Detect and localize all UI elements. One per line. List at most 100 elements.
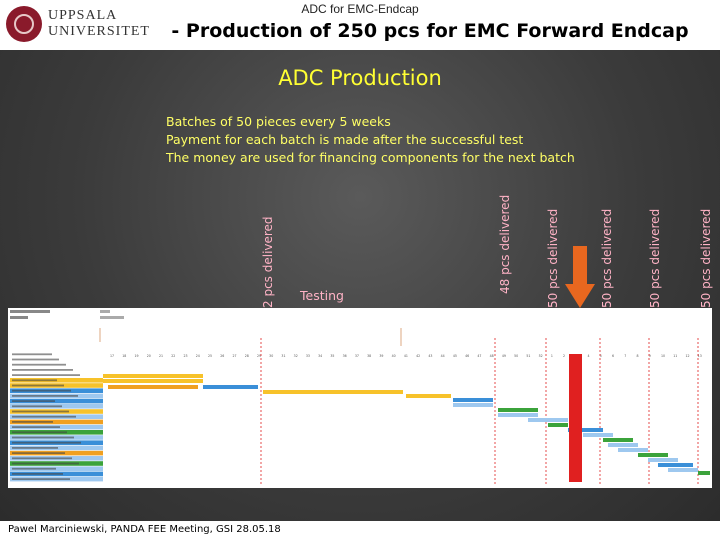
- gantt-bar: [498, 408, 538, 412]
- week-number: 20: [147, 354, 151, 358]
- task-row-label: [12, 363, 66, 366]
- week-number: 33: [306, 354, 310, 358]
- week-number: 19: [134, 354, 138, 358]
- gantt-bar: [658, 463, 693, 467]
- task-rows: [10, 352, 103, 482]
- gantt-bar: [103, 379, 203, 383]
- milestone-label: 2 pcs delivered: [261, 216, 275, 308]
- gantt-bar: [453, 403, 493, 407]
- uppsala-university-logo: UPPSALA UNIVERSITET: [4, 4, 149, 46]
- gantt-bars: [103, 374, 710, 475]
- week-number: 47: [477, 354, 481, 358]
- week-number: 39: [379, 354, 383, 358]
- gantt-bar: [583, 433, 613, 437]
- week-number: 28: [245, 354, 249, 358]
- task-row: [10, 398, 103, 404]
- task-row-label: [12, 374, 80, 376]
- week-number: 23: [183, 354, 187, 358]
- down-arrow-icon: [565, 246, 595, 308]
- task-row: [10, 466, 103, 471]
- week-number: 6: [612, 354, 614, 358]
- gantt-bar: [108, 385, 198, 389]
- week-number: 35: [330, 354, 334, 358]
- deck-title: ADC for EMC-Endcap: [301, 2, 419, 16]
- gantt-chart: 17 18 19 20 21 22 23 24 25 26 27 28 29 30 31 32 33 34 35 36…: [8, 308, 712, 488]
- task-row-label: [12, 353, 52, 356]
- week-number: 31: [281, 354, 285, 358]
- week-number: 45: [453, 354, 457, 358]
- week-number: 32: [294, 354, 298, 358]
- task-row-label: [12, 436, 74, 439]
- bullet-item: Batches of 50 pieces every 5 weeks: [166, 114, 391, 129]
- task-row-label: [12, 405, 62, 408]
- task-row-label: [12, 389, 71, 392]
- doc-revision-label: [10, 310, 50, 313]
- gantt-bar: [638, 453, 668, 457]
- week-number: 1: [551, 354, 553, 358]
- task-row-label: [12, 462, 79, 465]
- gantt-bar: [608, 443, 638, 447]
- gantt-svg: 17 18 19 20 21 22 23 24 25 26 27 28 29 30 31 32 33 34 35 36…: [10, 310, 710, 486]
- milestone-lines: [99, 328, 699, 486]
- section-heading: ADC Production: [278, 66, 442, 90]
- gantt-bar: [263, 390, 403, 394]
- task-row-label: [12, 457, 72, 460]
- task-row: [10, 419, 103, 425]
- task-row-label: [12, 431, 67, 434]
- task-row-label: [12, 395, 78, 397]
- doc-date-label: [10, 316, 28, 319]
- week-number: 2: [563, 354, 565, 358]
- task-row-label: [12, 358, 59, 361]
- logo-text: UPPSALA UNIVERSITET: [48, 8, 150, 39]
- week-number: 22: [171, 354, 175, 358]
- gantt-bar: [568, 428, 603, 432]
- gantt-bar: [648, 458, 678, 462]
- gantt-bar: [548, 423, 568, 427]
- task-row-label: [12, 369, 73, 371]
- week-number: 52: [539, 354, 543, 358]
- week-number: 8: [637, 354, 639, 358]
- week-number: 36: [343, 354, 347, 358]
- slide-header: UPPSALA UNIVERSITET ADC for EMC-Endcap -…: [0, 0, 720, 50]
- week-number: 11: [673, 354, 677, 358]
- gantt-bar: [498, 413, 538, 417]
- week-number: 41: [404, 354, 408, 358]
- milestone-label: 50 pcs delivered: [648, 208, 662, 308]
- task-row-label: [12, 478, 70, 480]
- task-row-label: [12, 441, 81, 444]
- production-highlight-bar: [569, 354, 582, 482]
- milestone-label: 50 pcs delivered: [546, 208, 560, 308]
- week-number: 29: [257, 354, 261, 358]
- gantt-bar: [103, 374, 203, 378]
- week-number: 30: [269, 354, 273, 358]
- task-row-label: [12, 467, 56, 470]
- slide-footer: Pawel Marciniewski, PANDA FEE Meeting, G…: [0, 521, 720, 540]
- week-number: 10: [661, 354, 665, 358]
- week-number: 4: [588, 354, 590, 358]
- task-row-label: [12, 447, 58, 449]
- week-number: 5: [600, 354, 602, 358]
- milestone-label: 48 pcs delivered: [498, 194, 512, 294]
- task-row-label: [12, 415, 76, 418]
- gantt-bar: [453, 398, 493, 402]
- doc-revision-value: [100, 310, 110, 313]
- task-row-label: [12, 400, 55, 402]
- week-number: 24: [196, 354, 200, 358]
- gantt-bar: [406, 394, 451, 398]
- testing-label: Testing: [300, 288, 344, 303]
- week-number: 21: [159, 354, 163, 358]
- gantt-bar: [698, 471, 710, 475]
- gantt-bar: [668, 468, 698, 472]
- week-number: 37: [355, 354, 359, 358]
- week-number: 50: [514, 354, 518, 358]
- week-number: 40: [392, 354, 396, 358]
- week-number: 17: [110, 354, 114, 358]
- week-number: 13: [698, 354, 702, 358]
- week-number: 18: [122, 354, 126, 358]
- gantt-bar: [203, 385, 258, 389]
- week-number: 51: [526, 354, 530, 358]
- task-row-label: [12, 410, 69, 413]
- footer-text: Pawel Marciniewski, PANDA FEE Meeting, G…: [8, 524, 281, 535]
- bullet-item: Payment for each batch is made after the…: [166, 132, 524, 147]
- gantt-bar: [528, 418, 568, 422]
